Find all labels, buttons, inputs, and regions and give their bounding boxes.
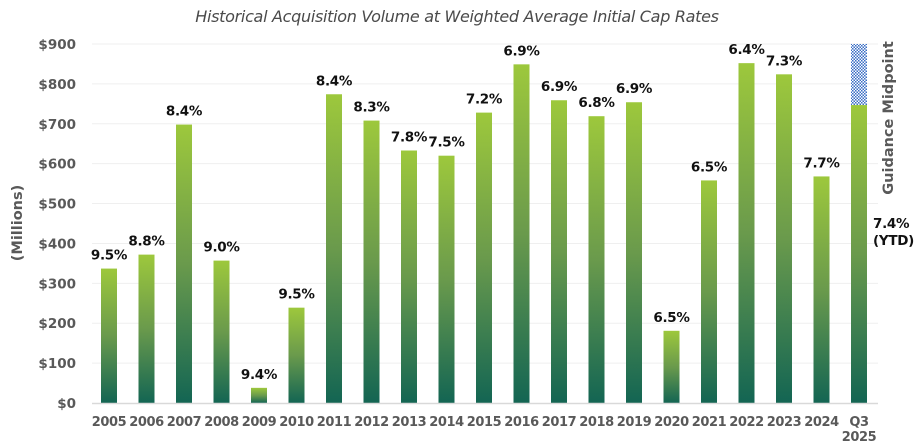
y-tick-label: $0	[57, 396, 76, 412]
bar	[663, 330, 680, 403]
bar	[401, 150, 417, 403]
y-tick-label: $600	[38, 157, 76, 173]
bar	[588, 116, 605, 404]
data-label: 7.4%	[873, 216, 910, 232]
bar	[101, 268, 117, 403]
x-tick-label: 2007	[167, 415, 202, 430]
data-label: 9.5%	[278, 287, 315, 303]
bar	[851, 105, 867, 403]
data-label: 8.3%	[353, 100, 390, 116]
x-tick-label: 2014	[429, 415, 464, 430]
data-label-ytd: (YTD)	[873, 233, 914, 249]
chart-title: Historical Acquisition Volume at Weighte…	[195, 7, 718, 26]
x-tick-label: 2019	[617, 415, 652, 430]
x-axis-ticks: 2005 2006 2007 2008 2009 2010 2011 2012 2013 2014…	[92, 415, 877, 445]
bar	[776, 74, 792, 403]
x-tick-label: 2020	[654, 415, 689, 430]
x-tick-label: Q3	[849, 415, 869, 430]
data-label: 6.4%	[728, 42, 765, 58]
y-tick-label: $200	[38, 316, 76, 332]
bar	[438, 155, 455, 403]
data-label: 8.8%	[128, 234, 165, 250]
data-label: 7.7%	[803, 155, 840, 171]
x-tick-label: 2009	[242, 415, 277, 430]
y-tick-label: $500	[38, 197, 76, 213]
x-tick-label: 2024	[804, 415, 839, 430]
y-tick-label: $800	[38, 77, 76, 93]
data-labels: 9.5%8.8%8.4%9.0%9.4%9.5%8.4%8.3%7.8% 7.5%…	[91, 42, 914, 383]
data-label: 9.4%	[241, 367, 278, 383]
x-tick-label: 2022	[729, 415, 764, 430]
y-tick-label: $400	[38, 236, 76, 252]
bars	[101, 44, 867, 404]
x-tick-label: 2023	[767, 415, 802, 430]
data-label: 7.2%	[466, 92, 503, 108]
y-axis-label: (Millions)	[10, 185, 26, 261]
x-tick-label: 2018	[579, 415, 614, 430]
data-label: 6.9%	[616, 81, 653, 97]
x-tick-label: 2015	[467, 415, 502, 430]
y-tick-label: $100	[38, 356, 76, 372]
guidance-bar	[851, 44, 867, 106]
x-tick-label: 2011	[317, 415, 352, 430]
bar	[138, 254, 155, 403]
x-tick-label: 2013	[392, 415, 427, 430]
y-axis-ticks: $0 $100 $200 $300 $400 $500 $600 $700 $800 $900	[38, 37, 76, 412]
bar	[363, 120, 380, 403]
bar	[251, 387, 267, 403]
guidance-midpoint-label: Guidance Midpoint	[881, 41, 897, 195]
data-label: 6.5%	[691, 159, 728, 175]
bar	[213, 260, 230, 403]
data-label: 7.8%	[391, 130, 428, 146]
bar	[813, 176, 830, 403]
data-label: 9.5%	[91, 248, 128, 264]
bar	[701, 180, 717, 403]
x-tick-label: 2017	[542, 415, 577, 430]
y-tick-label: $700	[38, 117, 76, 133]
x-tick-label: 2025	[842, 430, 877, 445]
data-label: 7.3%	[766, 53, 803, 69]
data-label: 6.8%	[578, 95, 615, 111]
bar	[176, 124, 192, 403]
data-label: 8.4%	[316, 73, 353, 89]
data-label: 6.9%	[503, 43, 540, 59]
data-label: 7.5%	[428, 135, 465, 151]
bar	[551, 100, 567, 403]
x-tick-label: 2006	[129, 415, 164, 430]
bar	[326, 94, 342, 403]
bar	[738, 63, 755, 403]
data-label: 6.9%	[541, 79, 578, 95]
data-label: 6.5%	[653, 310, 690, 326]
y-tick-label: $300	[38, 276, 76, 292]
y-tick-label: $900	[38, 37, 76, 53]
data-label: 8.4%	[166, 104, 203, 120]
bar	[476, 112, 492, 403]
x-tick-label: 2016	[504, 415, 539, 430]
x-tick-label: 2010	[279, 415, 314, 430]
x-tick-label: 2005	[92, 415, 127, 430]
x-tick-label: 2012	[354, 415, 389, 430]
bar	[513, 64, 530, 404]
x-tick-label: 2021	[692, 415, 727, 430]
bar	[288, 307, 305, 403]
bar	[626, 102, 642, 403]
x-tick-label: 2008	[204, 415, 239, 430]
data-label: 9.0%	[203, 240, 240, 256]
